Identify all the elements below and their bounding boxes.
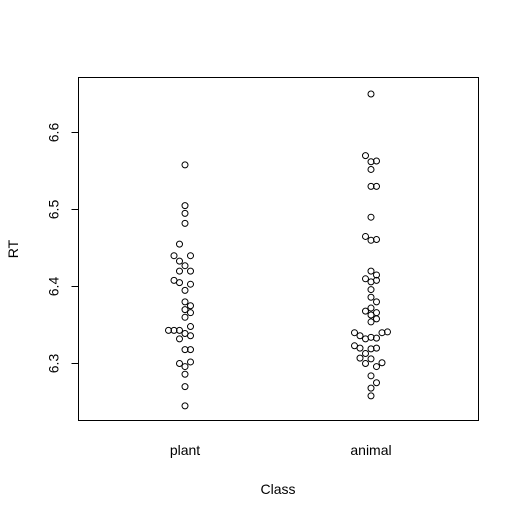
data-point-animal xyxy=(367,286,375,294)
data-point-animal xyxy=(373,276,380,284)
data-point-animal xyxy=(362,349,369,357)
data-point-animal xyxy=(378,359,386,367)
y-tick-label: 6.5 xyxy=(46,200,62,220)
data-point-animal xyxy=(362,275,369,283)
data-point-plant xyxy=(181,161,189,169)
data-point-animal xyxy=(367,90,375,98)
data-point-animal xyxy=(362,152,369,160)
data-point-animal xyxy=(373,363,380,371)
data-point-plant xyxy=(181,383,189,391)
data-point-plant xyxy=(181,286,189,294)
data-point-plant xyxy=(181,209,189,217)
data-point-animal xyxy=(356,344,364,352)
data-point-plant xyxy=(181,363,189,371)
data-point-animal xyxy=(367,384,375,392)
data-point-plant xyxy=(181,402,189,410)
data-point-animal xyxy=(373,271,380,279)
data-point-plant xyxy=(176,267,183,275)
data-point-plant xyxy=(187,252,194,260)
x-axis: plant animal xyxy=(170,442,392,458)
plot-frame xyxy=(78,77,479,421)
data-point-animal xyxy=(356,332,364,340)
data-point-plant xyxy=(187,302,194,310)
data-point-animal xyxy=(367,318,375,326)
data-point-plant xyxy=(176,279,183,287)
data-point-plant xyxy=(181,298,189,306)
data-point-animal xyxy=(367,267,375,275)
y-tick-label: 6.3 xyxy=(46,354,62,374)
data-point-animal xyxy=(367,304,375,312)
data-point-animal xyxy=(362,360,369,367)
data-point-animal xyxy=(367,372,375,380)
data-point-plant xyxy=(187,280,194,288)
data-point-plant xyxy=(187,332,194,340)
x-axis-label: Class xyxy=(260,481,295,497)
data-points xyxy=(165,90,391,410)
data-point-plant xyxy=(176,326,183,334)
data-point-animal xyxy=(362,232,369,240)
data-point-animal xyxy=(373,379,380,387)
data-point-animal xyxy=(367,165,375,173)
data-point-animal xyxy=(384,328,391,336)
data-point-plant xyxy=(176,360,183,367)
y-axis-label: RT xyxy=(5,239,21,258)
data-point-animal xyxy=(367,293,375,301)
data-point-plant xyxy=(176,257,183,265)
x-tick-label-plant: plant xyxy=(170,442,200,458)
x-tick-label-animal: animal xyxy=(350,442,391,458)
y-axis: 6.3 6.4 6.5 6.6 xyxy=(46,123,79,374)
data-point-plant xyxy=(187,358,194,366)
data-point-plant xyxy=(187,323,194,331)
data-point-plant xyxy=(181,313,189,321)
data-point-animal xyxy=(367,213,375,221)
data-point-plant xyxy=(181,306,189,314)
data-point-plant xyxy=(187,309,194,317)
data-point-animal xyxy=(356,354,364,362)
data-point-plant xyxy=(176,335,183,343)
data-point-animal xyxy=(373,157,380,165)
y-tick-label: 6.4 xyxy=(46,277,62,297)
data-point-plant xyxy=(187,267,194,275)
data-point-animal xyxy=(373,334,380,342)
data-point-animal xyxy=(362,307,369,315)
data-point-plant xyxy=(176,240,183,248)
data-point-animal xyxy=(351,329,358,337)
data-point-plant xyxy=(181,262,189,270)
data-point-plant xyxy=(181,202,189,210)
data-point-plant xyxy=(181,370,189,378)
y-tick-label: 6.6 xyxy=(46,123,62,143)
data-point-animal xyxy=(367,392,375,400)
data-point-animal xyxy=(362,335,369,343)
data-point-animal xyxy=(373,344,380,352)
data-point-plant xyxy=(170,252,178,260)
data-point-animal xyxy=(373,236,380,244)
data-point-animal xyxy=(373,182,380,190)
data-point-plant xyxy=(181,219,189,227)
data-point-animal xyxy=(373,298,380,306)
data-point-animal xyxy=(373,309,380,317)
data-point-animal xyxy=(373,315,380,323)
data-point-animal xyxy=(367,355,375,363)
data-point-plant xyxy=(187,346,194,354)
